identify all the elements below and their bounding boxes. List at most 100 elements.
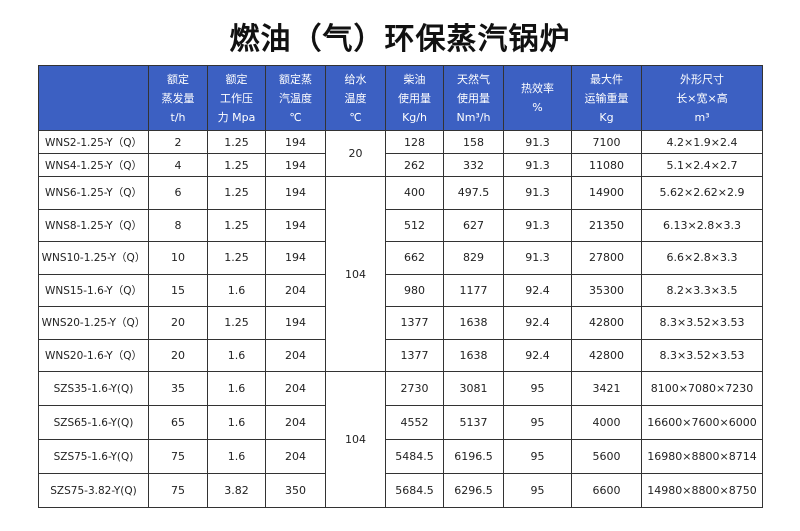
header-line: 额定 — [225, 72, 248, 86]
model-cell: WNS10-1.25-Y（Q） — [38, 241, 149, 275]
header-line: 汽温度 — [279, 91, 312, 105]
header-line: t/h — [170, 110, 186, 124]
header-line: ℃ — [349, 110, 362, 124]
value-cell: 1377 — [385, 338, 444, 372]
value-cell: 6.6×2.8×3.3 — [641, 241, 763, 275]
table-body: WNS2-1.25-Y（Q） 2 1.25 194 20 128 158 91.3 7100 4.… — [38, 130, 763, 508]
model-cell: WNS2-1.25-Y（Q） — [38, 130, 149, 154]
value-cell: 14900 — [571, 176, 642, 210]
value-cell: 42800 — [571, 338, 642, 372]
header-cell: 柴油 使用量 Kg/h — [385, 65, 444, 131]
value-cell: 6600 — [571, 473, 642, 508]
value-cell: 8 — [148, 208, 208, 242]
value-cell: 5137 — [443, 405, 504, 440]
value-cell: 95 — [503, 405, 572, 440]
value-cell: 91.3 — [503, 130, 572, 154]
model-cell: WNS15-1.6-Y（Q） — [38, 273, 149, 307]
header-line: Kg — [599, 110, 614, 124]
table-row: WNS20-1.6-Y（Q） 20 1.6 204 1377 1638 92.4 42800 8… — [38, 338, 763, 372]
model-cell: WNS20-1.6-Y（Q） — [38, 338, 149, 372]
header-line: Nm³/h — [456, 110, 491, 124]
value-cell: 1.25 — [207, 306, 266, 340]
value-cell: 20 — [148, 306, 208, 340]
value-cell: 627 — [443, 208, 504, 242]
header-line: 额定 — [167, 72, 189, 86]
value-cell: 16600×7600×6000 — [641, 405, 763, 440]
header-line: 外形尺寸 — [680, 72, 724, 86]
value-cell: 8.3×3.52×3.53 — [641, 338, 763, 372]
header-cell: 额定 工作压力 Mpa — [207, 65, 266, 131]
table-row: WNS15-1.6-Y（Q） 15 1.6 204 980 1177 92.4 35300 8.… — [38, 273, 763, 307]
model-cell: SZS75-1.6-Y(Q) — [38, 439, 149, 474]
value-cell: 4552 — [385, 405, 444, 440]
table-row: SZS35-1.6-Y(Q) 35 1.6 204 104 2730 3081 95 3421 8… — [38, 371, 763, 508]
header-line: 柴油 — [403, 72, 426, 86]
header-line: 最大件 — [590, 72, 623, 86]
value-cell: 332 — [443, 153, 504, 177]
value-cell: 3421 — [571, 371, 642, 406]
value-cell: 204 — [265, 338, 326, 372]
header-line: 力 Mpa — [217, 110, 256, 124]
header-cell: 天然气 使用量 Nm³/h — [443, 65, 504, 131]
value-cell: 42800 — [571, 306, 642, 340]
value-cell: 194 — [265, 208, 326, 242]
value-cell: 1.6 — [207, 439, 266, 474]
table-row: SZS75-3.82-Y(Q) 75 3.82 350 5684.5 6296.5 95 66… — [38, 473, 763, 508]
value-cell: 204 — [265, 405, 326, 440]
value-cell: 92.4 — [503, 273, 572, 307]
table-row: WNS2-1.25-Y（Q） 2 1.25 194 20 128 158 91.3 7100 4.… — [38, 130, 763, 177]
value-cell: 75 — [148, 473, 208, 508]
header-line: ℃ — [289, 110, 302, 124]
model-cell: SZS35-1.6-Y(Q) — [38, 371, 149, 406]
value-cell: 21350 — [571, 208, 642, 242]
value-cell: 158 — [443, 130, 504, 154]
value-cell: 5600 — [571, 439, 642, 474]
value-cell: 7100 — [571, 130, 642, 154]
value-cell: 400 — [385, 176, 444, 210]
value-cell: 128 — [385, 130, 444, 154]
value-cell: 262 — [385, 153, 444, 177]
value-cell: 194 — [265, 176, 326, 210]
value-cell: 1177 — [443, 273, 504, 307]
value-cell: 1.25 — [207, 130, 266, 154]
value-cell: 92.4 — [503, 338, 572, 372]
value-cell: 2730 — [385, 371, 444, 406]
value-cell: 8.2×3.3×3.5 — [641, 273, 763, 307]
model-cell: WNS8-1.25-Y（Q） — [38, 208, 149, 242]
value-cell: 204 — [265, 273, 326, 307]
value-cell: 6.13×2.8×3.3 — [641, 208, 763, 242]
value-cell: 194 — [265, 153, 326, 177]
table-row: WNS10-1.25-Y（Q） 10 1.25 194 662 829 91.3 27800 6… — [38, 241, 763, 275]
value-cell: 194 — [265, 241, 326, 275]
value-cell: 2 — [148, 130, 208, 154]
value-cell: 204 — [265, 371, 326, 406]
feed-water-cell: 20 — [325, 130, 386, 177]
feed-water-cell: 104 — [325, 176, 386, 372]
value-cell: 512 — [385, 208, 444, 242]
value-cell: 5.62×2.62×2.9 — [641, 176, 763, 210]
value-cell: 829 — [443, 241, 504, 275]
value-cell: 497.5 — [443, 176, 504, 210]
value-cell: 91.3 — [503, 176, 572, 210]
value-cell: 204 — [265, 439, 326, 474]
model-cell: SZS65-1.6-Y(Q) — [38, 405, 149, 440]
value-cell: 14980×8800×8750 — [641, 473, 763, 508]
value-cell: 11080 — [571, 153, 642, 177]
value-cell: 1.6 — [207, 371, 266, 406]
value-cell: 8100×7080×7230 — [641, 371, 763, 406]
spec-table: 额定 蒸发量 t/h 额定 工作压力 Mpa 额定蒸 汽温度 ℃ 给水 温度 ℃ 柴油 使用量 Kg/h 天… — [38, 65, 763, 508]
header-line: 热效率 — [521, 82, 554, 95]
value-cell: 6 — [148, 176, 208, 210]
value-cell: 1.25 — [207, 208, 266, 242]
header-row: 额定 蒸发量 t/h 额定 工作压力 Mpa 额定蒸 汽温度 ℃ 给水 温度 ℃ 柴油 使用量 Kg/h 天… — [38, 65, 763, 131]
value-cell: 92.4 — [503, 306, 572, 340]
header-line: 温度 — [344, 91, 367, 105]
value-cell: 1.6 — [207, 405, 266, 440]
header-cell: 额定蒸 汽温度 ℃ — [265, 65, 326, 131]
model-cell: SZS75-3.82-Y(Q) — [38, 473, 149, 508]
value-cell: 5.1×2.4×2.7 — [641, 153, 763, 177]
value-cell: 91.3 — [503, 153, 572, 177]
value-cell: 5684.5 — [385, 473, 444, 508]
value-cell: 6196.5 — [443, 439, 504, 474]
